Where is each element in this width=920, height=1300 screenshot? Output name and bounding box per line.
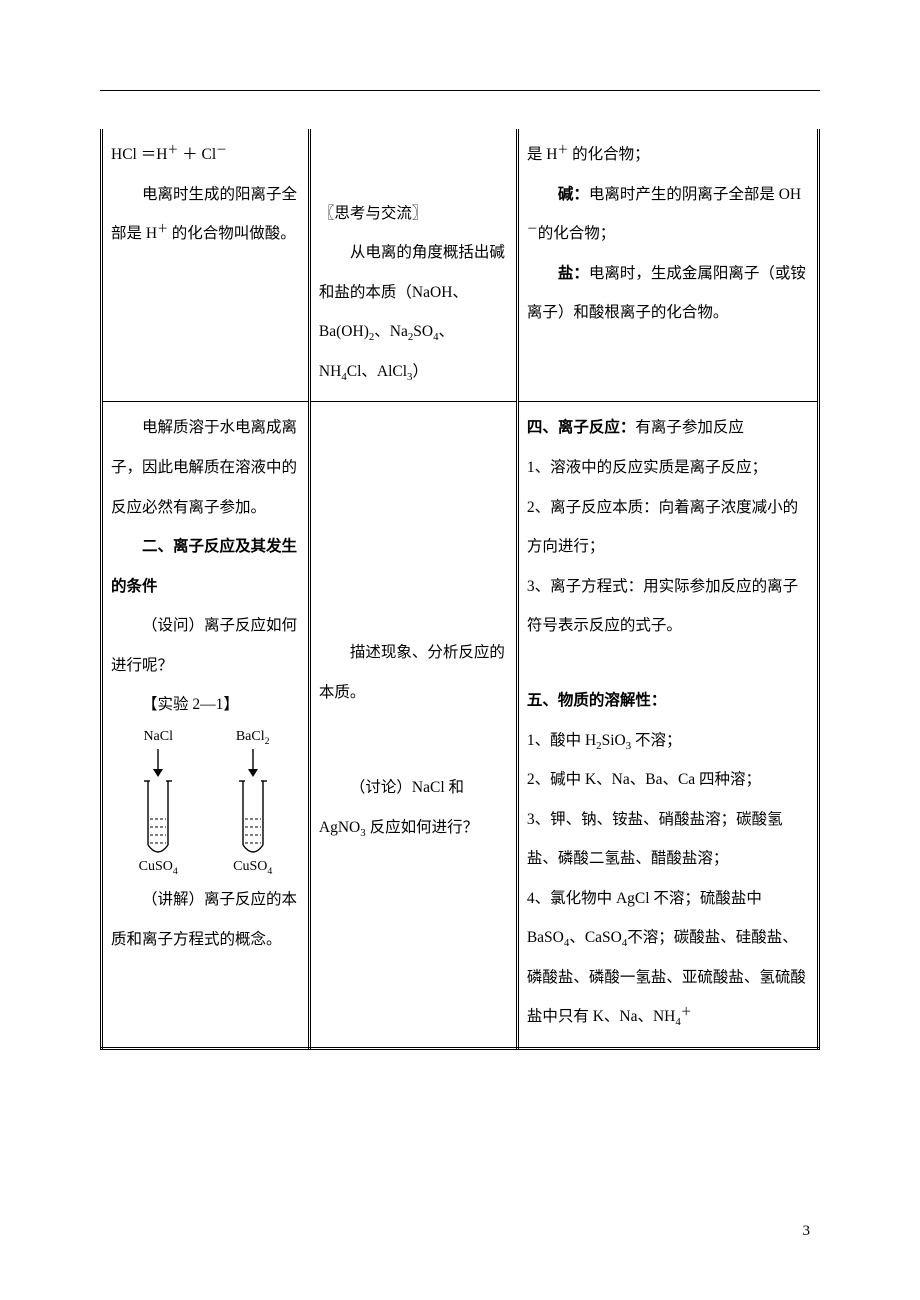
cell-r2c2: 描述现象、分析反应的本质。 （讨论）NaCl 和AgNO3 反应如何进行？ bbox=[309, 402, 517, 1048]
spacer bbox=[319, 135, 508, 194]
cell-r1c1: HCl ＝H＋ ＋ Cl－ 电离时生成的阳离子全部是 H＋ 的化合物叫做酸。 bbox=[102, 129, 310, 402]
paragraph: 描述现象、分析反应的本质。 bbox=[319, 633, 508, 712]
cell-r1c2: 〖思考与交流〗 从电离的角度概括出碱和盐的本质（NaOH、Ba(OH)2、Na2… bbox=[309, 129, 517, 402]
spacer bbox=[527, 646, 809, 682]
experiment-label: 【实验 2—1】 bbox=[111, 685, 300, 725]
paragraph: 碱：电离时产生的阴离子全部是 OH－的化合物； bbox=[527, 175, 809, 254]
page-number: 3 bbox=[803, 1223, 811, 1240]
list-item: 2、离子反应本质：向着离子浓度减小的方向进行； bbox=[527, 488, 809, 567]
paragraph: （讲解）离子反应的本质和离子方程式的概念。 bbox=[111, 880, 300, 959]
cell-r2c1: 电解质溶于水电离成离子，因此电解质在溶液中的反应必然有离子参加。 二、离子反应及… bbox=[102, 402, 310, 1048]
list-item: 3、钾、钠、铵盐、硝酸盐溶；碳酸氢盐、磷酸二氢盐、醋酸盐溶； bbox=[527, 800, 809, 879]
list-item: 3、离子方程式：用实际参加反应的离子符号表示反应的式子。 bbox=[527, 567, 809, 646]
spacer bbox=[319, 408, 508, 633]
table-row: HCl ＝H＋ ＋ Cl－ 电离时生成的阳离子全部是 H＋ 的化合物叫做酸。 〖… bbox=[102, 129, 819, 402]
test-tube-diagram: NaCl bbox=[111, 725, 300, 881]
tube-2-bottom-label: CuSO4 bbox=[233, 859, 272, 876]
content-table: HCl ＝H＋ ＋ Cl－ 电离时生成的阳离子全部是 H＋ 的化合物叫做酸。 〖… bbox=[100, 129, 820, 1050]
tube-1-bottom-label: CuSO4 bbox=[139, 859, 178, 876]
tube-2: BaCl2 bbox=[233, 729, 272, 877]
spacer bbox=[319, 712, 508, 768]
paragraph: （讨论）NaCl 和AgNO3 反应如何进行？ bbox=[319, 768, 508, 847]
heading-text: 有离子参加反应 bbox=[635, 419, 744, 436]
term-alkali: 碱： bbox=[558, 186, 589, 203]
paragraph: 电离时生成的阳离子全部是 H＋ 的化合物叫做酸。 bbox=[111, 175, 300, 254]
term-salt: 盐： bbox=[558, 265, 589, 282]
list-item: 4、氯化物中 AgCl 不溶；硫酸盐中BaSO4、CaSO4不溶；碳酸盐、硅酸盐… bbox=[527, 879, 809, 1037]
tube-icon bbox=[235, 747, 271, 857]
tube-1: NaCl bbox=[139, 729, 178, 877]
list-item: 1、酸中 H2SiO3 不溶； bbox=[527, 721, 809, 761]
tube-2-top-label: BaCl2 bbox=[236, 729, 270, 746]
paragraph: 从电离的角度概括出碱和盐的本质（NaOH、Ba(OH)2、Na2SO4、NH4C… bbox=[319, 233, 508, 391]
page-container: HCl ＝H＋ ＋ Cl－ 电离时生成的阳离子全部是 H＋ 的化合物叫做酸。 〖… bbox=[0, 0, 920, 1110]
heading-label: 四、离子反应： bbox=[527, 419, 636, 436]
cell-r1c3: 是 H＋ 的化合物； 碱：电离时产生的阴离子全部是 OH－的化合物； 盐：电离时… bbox=[517, 129, 818, 402]
heading-section-5: 五、物质的溶解性： bbox=[527, 681, 809, 721]
heading-section-4: 四、离子反应：有离子参加反应 bbox=[527, 408, 809, 448]
tube-1-top-label: NaCl bbox=[143, 729, 173, 746]
list-item: 1、溶液中的反应实质是离子反应； bbox=[527, 448, 809, 488]
cell-r2c3: 四、离子反应：有离子参加反应 1、溶液中的反应实质是离子反应； 2、离子反应本质… bbox=[517, 402, 818, 1048]
section-label: 〖思考与交流〗 bbox=[319, 194, 508, 234]
list-item: 2、碱中 K、Na、Ba、Ca 四种溶； bbox=[527, 760, 809, 800]
equation: HCl ＝H＋ ＋ Cl－ bbox=[111, 135, 300, 175]
header-rule bbox=[100, 90, 820, 91]
paragraph: （设问）离子反应如何进行呢？ bbox=[111, 606, 300, 685]
table-row: 电解质溶于水电离成离子，因此电解质在溶液中的反应必然有离子参加。 二、离子反应及… bbox=[102, 402, 819, 1048]
tube-icon bbox=[140, 747, 176, 857]
paragraph: 是 H＋ 的化合物； bbox=[527, 135, 809, 175]
paragraph: 电解质溶于水电离成离子，因此电解质在溶液中的反应必然有离子参加。 bbox=[111, 408, 300, 527]
paragraph: 盐：电离时，生成金属阳离子（或铵离子）和酸根离子的化合物。 bbox=[527, 254, 809, 333]
heading-section-2: 二、离子反应及其发生的条件 bbox=[111, 527, 300, 606]
